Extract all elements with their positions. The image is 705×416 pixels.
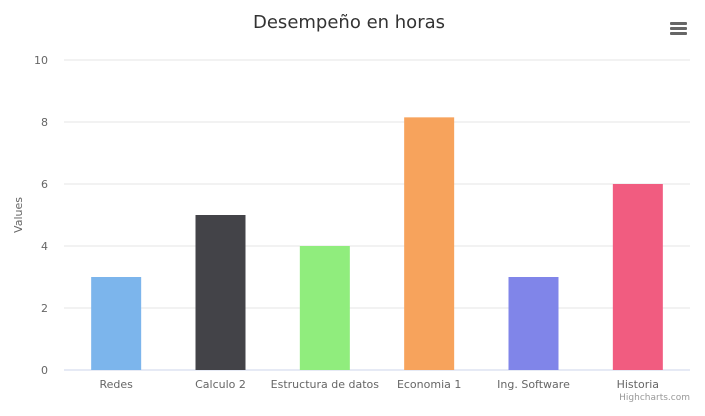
x-tick-label: Economia 1 [397,378,461,391]
chart-title: Desempeño en horas [253,12,445,33]
x-tick-label: Calculo 2 [195,378,246,391]
y-tick-label: 6 [41,178,48,191]
chart-context-menu-button[interactable] [667,18,691,38]
bar-economia-1[interactable] [404,117,455,370]
bar-redes[interactable] [91,277,142,370]
y-tick-label: 8 [41,116,48,129]
x-tick-label: Historia [617,378,659,391]
y-tick-label: 2 [41,302,48,315]
x-tick-label: Redes [99,378,133,391]
y-tick-label: 0 [41,364,48,377]
x-tick-label: Estructura de datos [271,378,380,391]
bar-calculo-2[interactable] [195,215,246,370]
credits-link[interactable]: Highcharts.com [619,393,690,403]
bar-historia[interactable] [612,184,663,370]
y-tick-label: 10 [34,54,48,67]
x-tick-label: Ing. Software [497,378,570,391]
y-tick-label: 4 [41,240,48,253]
bar-ing-software[interactable] [508,277,559,370]
bar-estructura-de-datos[interactable] [299,246,350,370]
y-axis-title: Values [12,197,25,233]
